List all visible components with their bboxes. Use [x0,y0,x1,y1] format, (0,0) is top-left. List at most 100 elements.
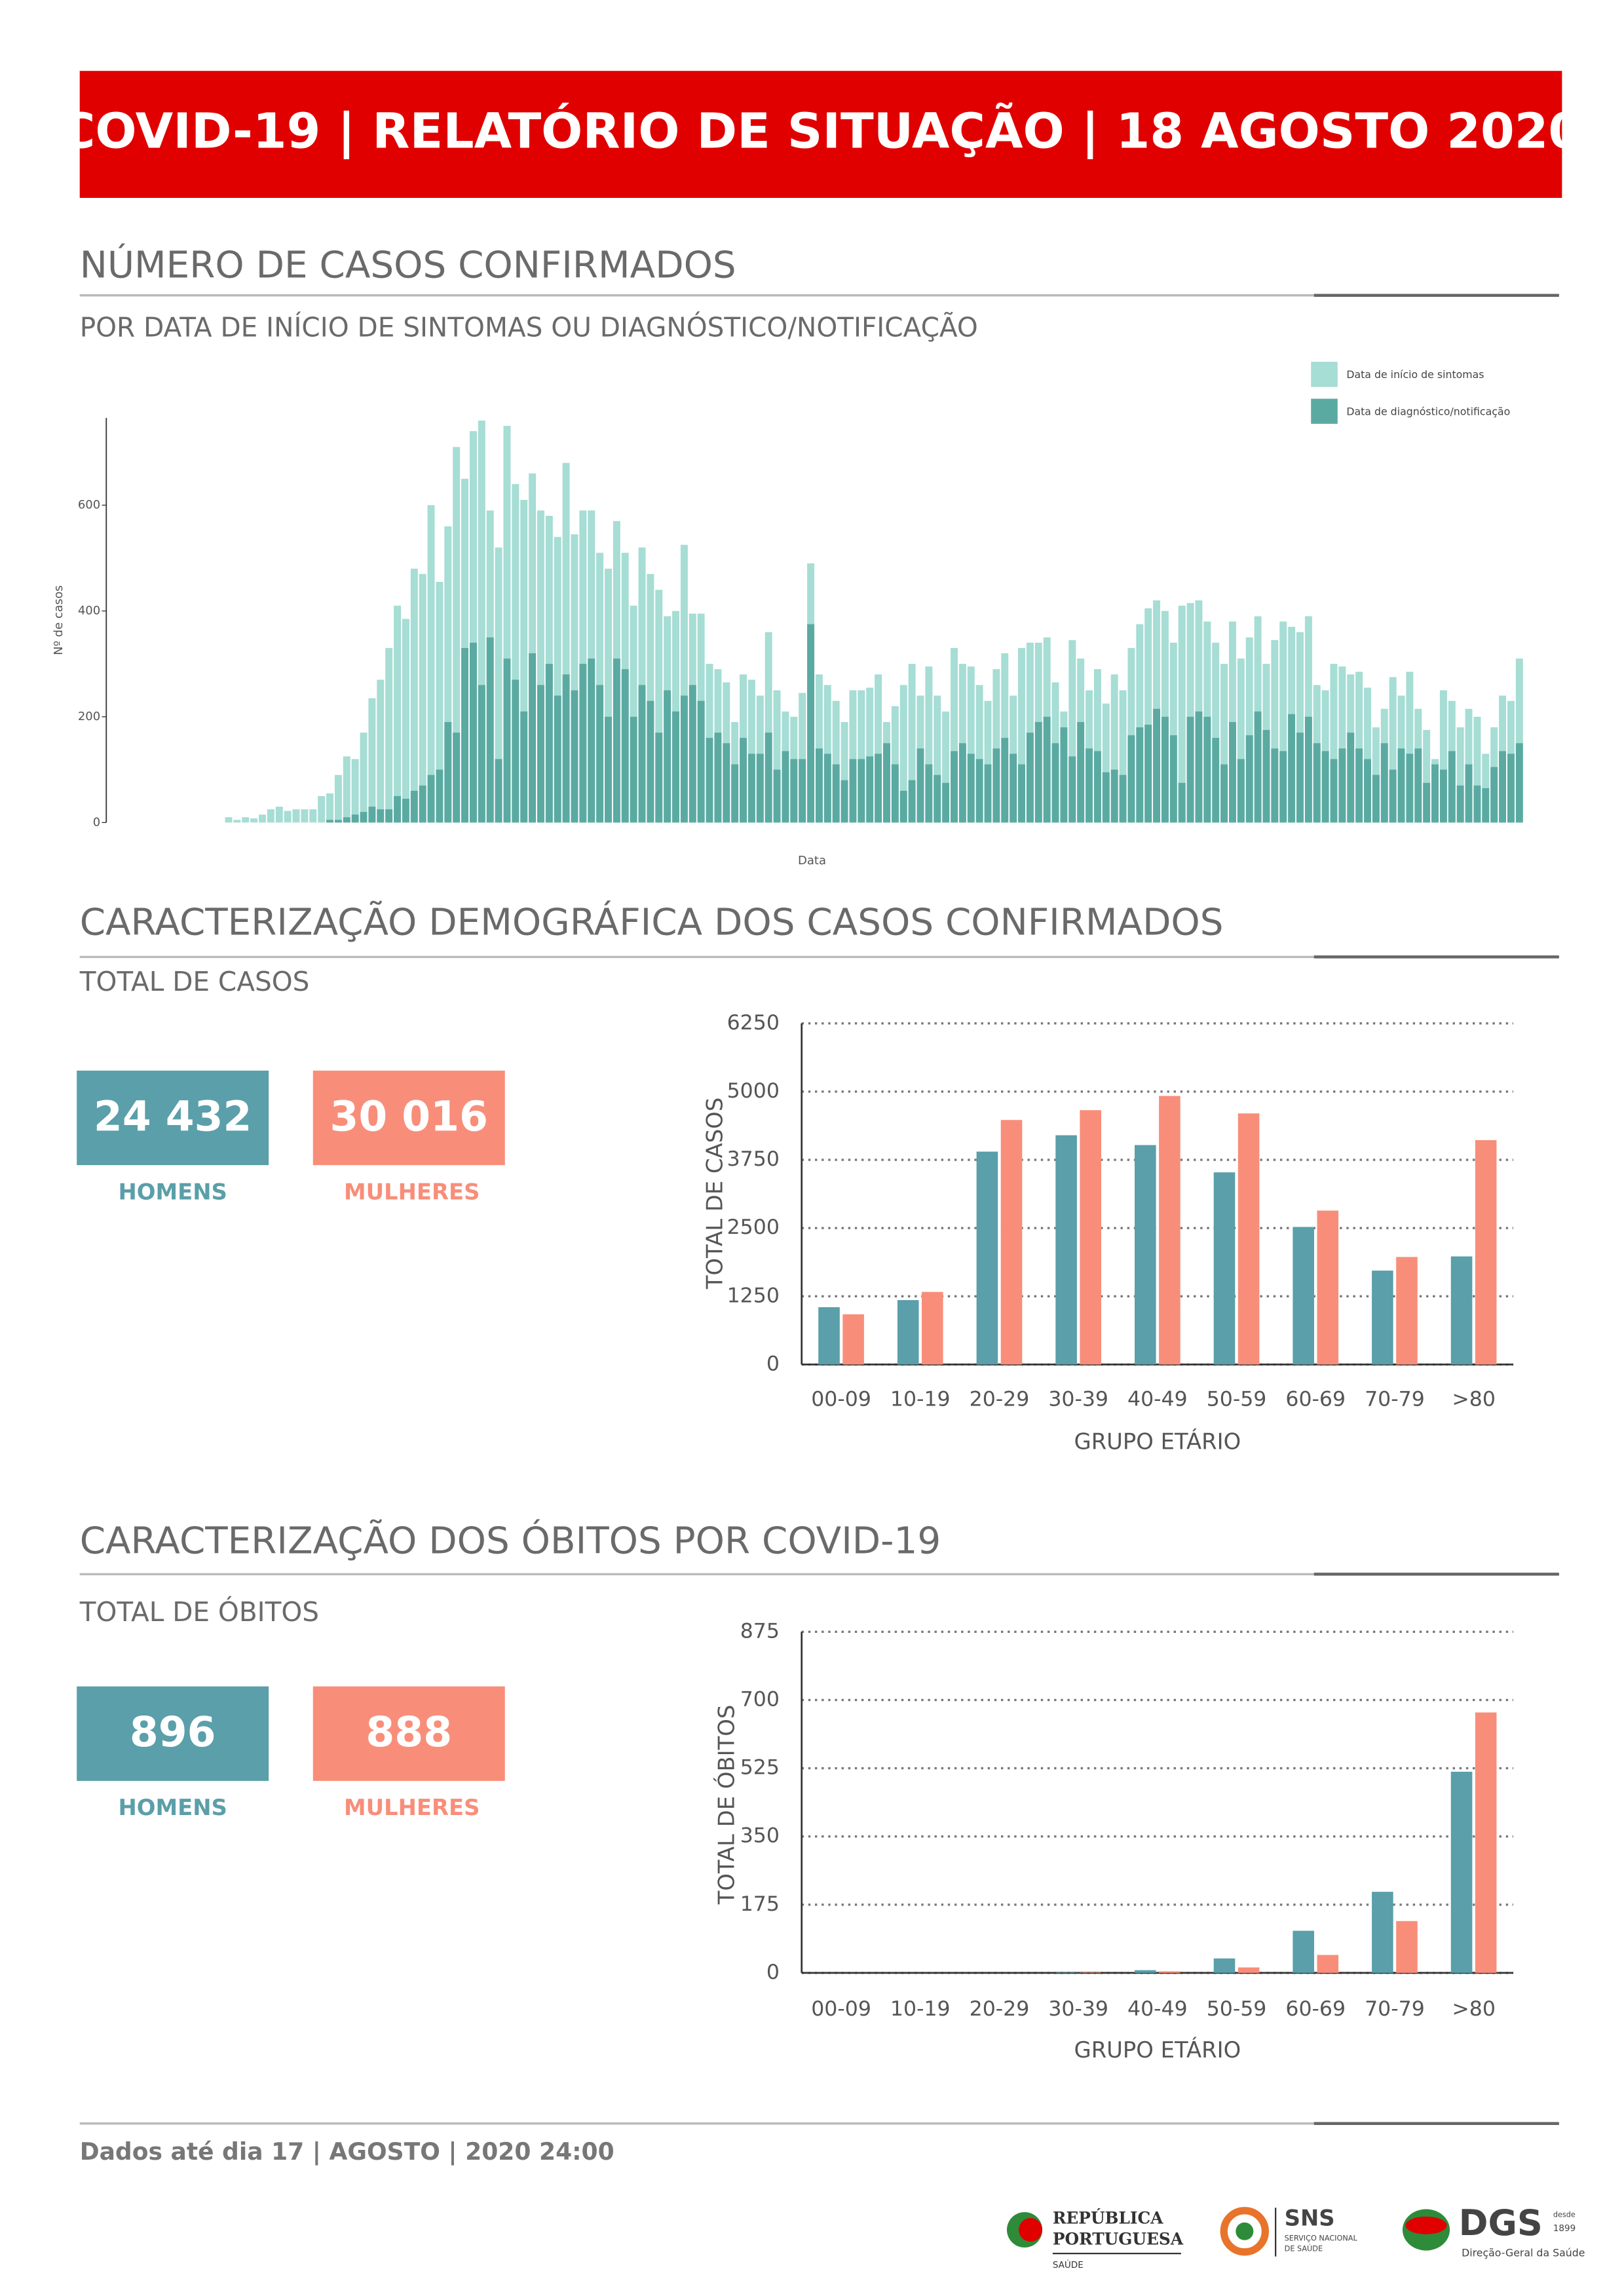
bar [394,605,402,823]
bar [1389,769,1397,823]
bar [571,534,578,823]
bar [1018,647,1025,823]
x-tick-label: >80 [1452,1997,1496,2021]
bar [630,605,637,823]
bar [1001,738,1009,823]
bar [967,666,975,823]
bar [984,764,992,823]
bar [605,716,612,823]
bar [1254,711,1262,823]
bar [588,659,595,823]
bar [680,695,688,823]
bar [1396,1921,1418,1973]
bar [823,754,831,823]
section-title: CARACTERIZAÇÃO DEMOGRÁFICA DOS CASOS CON… [80,899,1224,944]
bar [596,685,604,823]
x-tick-label: 50-59 [1207,1997,1267,2021]
logo-mark [1019,2217,1043,2242]
bar [453,447,461,823]
bar [1228,721,1236,823]
bar [899,790,907,823]
bar [1110,674,1118,823]
stat-label: MULHERES [344,1179,480,1204]
bar [1396,1257,1418,1365]
logo-text: SERVIÇO NACIONAL [1285,2234,1358,2243]
bar [233,820,241,823]
bar [647,700,654,823]
bar [1051,743,1059,823]
bar [427,775,435,823]
bar [267,809,274,823]
bar [301,809,309,823]
bar [318,795,326,823]
footer-note: Dados até dia 17 | AGOSTO | 2020 24:00 [80,2138,614,2166]
bar [1482,788,1490,823]
bar [714,733,722,823]
bar [706,738,713,823]
bar [992,669,1000,823]
bar [975,759,983,823]
bar [1456,727,1464,823]
bar [875,674,882,823]
bar [1448,751,1456,823]
y-axis-label: TOTAL DE CASOS [702,1098,728,1290]
bar [942,711,950,823]
bar [723,743,730,823]
bar [360,812,368,823]
bar [1406,754,1414,823]
stat-label: HOMENS [118,1179,227,1204]
bar [1237,1113,1260,1365]
bar [1293,1930,1314,1973]
bar [1161,716,1169,823]
bar [664,690,671,823]
bar [1321,751,1329,823]
bar [849,759,857,823]
section-title: NÚMERO DE CASOS CONFIRMADOS [80,242,736,287]
bar [469,642,477,823]
bar [1317,1210,1339,1365]
stat-value: 30 016 [330,1092,488,1140]
bar [1450,1256,1473,1365]
x-tick-label: 10-19 [890,1997,951,2021]
stat-label: MULHERES [344,1795,480,1820]
logo-text: SNS [1285,2206,1335,2231]
x-tick-label: 10-19 [890,1387,951,1411]
bar [1406,672,1414,823]
bar [1296,632,1304,823]
bar [360,733,368,823]
bar [951,751,958,823]
x-axis-label: GRUPO ETÁRIO [1074,2037,1241,2063]
bar [1271,640,1279,823]
bar [394,795,402,823]
bar [529,473,537,823]
bar [1068,640,1076,823]
bar [1213,1958,1236,1973]
bar [1456,785,1464,823]
bar [1475,1140,1497,1365]
bar [1135,1970,1156,1973]
y-tick-label: 3750 [727,1147,780,1171]
x-tick-label: 20-29 [970,1387,1030,1411]
bar [1093,751,1101,823]
section-subtitle: TOTAL DE CASOS [79,966,310,997]
bar [638,547,646,823]
stat-value: 24 432 [94,1092,252,1140]
bar [1279,751,1287,823]
bar [1169,735,1177,823]
bar [326,793,333,823]
x-tick-label: 60-69 [1285,1997,1346,2021]
bar [1153,708,1161,823]
y-tick-label: 0 [93,815,100,829]
bar [1414,748,1422,823]
bar [891,706,899,823]
bar [1237,1967,1260,1973]
bar [385,809,393,823]
logo-text: DGS [1459,2202,1543,2244]
bar [1499,751,1507,823]
bar [1195,711,1203,823]
bar [934,695,941,823]
bar [1364,759,1371,823]
bar [537,510,544,823]
bar [343,817,350,823]
y-tick-label: 700 [740,1687,780,1711]
